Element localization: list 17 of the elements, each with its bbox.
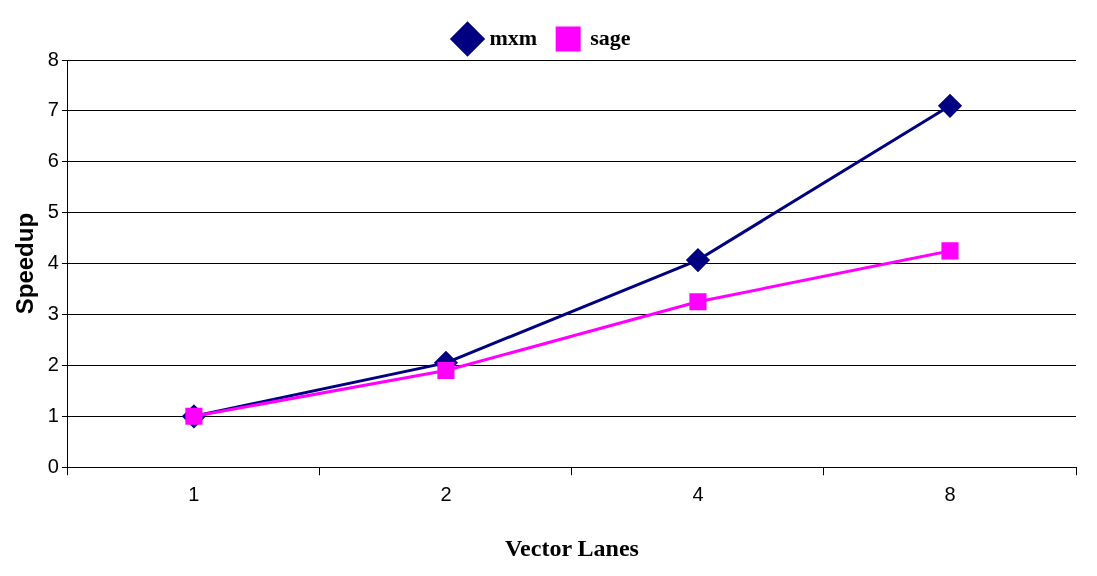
y-tick-label: 8 [47, 47, 59, 70]
y-tick-label: 1 [47, 403, 59, 426]
y-tick-label: 7 [47, 98, 59, 121]
legend-label: mxm [489, 24, 538, 50]
y-axis-title: Speedup [11, 212, 39, 315]
y-tick-label: 6 [47, 149, 59, 172]
x-tick-label: 8 [944, 482, 956, 505]
y-tick-label: 2 [47, 352, 59, 375]
y-tick-label: 0 [47, 454, 59, 477]
legend-label: sage [590, 24, 631, 50]
x-tick-label: 4 [692, 482, 704, 505]
x-tick-label: 1 [188, 482, 200, 505]
y-tick-label: 4 [47, 251, 59, 274]
x-axis-title: Vector Lanes [504, 534, 639, 561]
y-tick-label: 5 [47, 200, 59, 223]
y-tick-label: 3 [47, 302, 59, 325]
x-tick-label: 2 [440, 482, 452, 505]
